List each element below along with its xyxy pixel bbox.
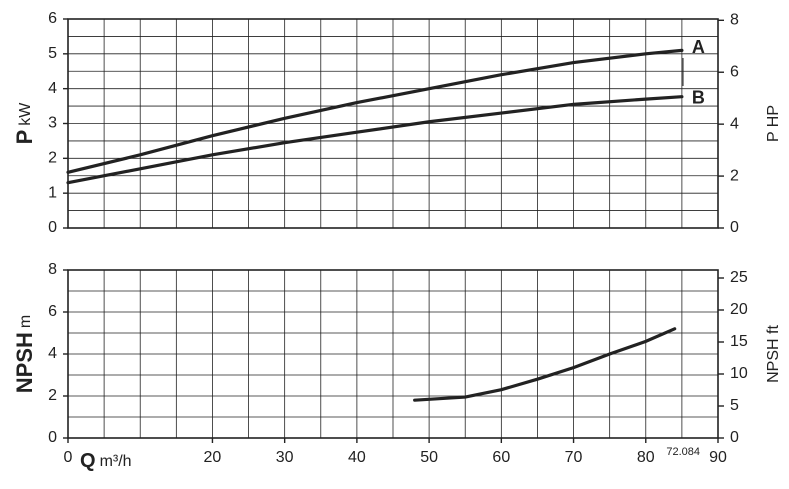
curve	[413, 327, 677, 402]
y2-tick-label: 0	[730, 429, 739, 446]
x-tick-label: 40	[348, 449, 366, 466]
y2-tick-label: 6	[730, 63, 739, 80]
y-tick-label: 6	[48, 303, 57, 320]
y2-tick-label: 10	[730, 365, 748, 382]
x-tick-label: 20	[204, 449, 222, 466]
y2-tick-label: 2	[730, 167, 739, 184]
x-label-unit: m³/h	[100, 453, 132, 470]
series-label: B	[692, 87, 705, 107]
figure-code: 72.084	[666, 446, 700, 458]
y-tick-label: 4	[48, 80, 57, 97]
y2-tick-label: 4	[730, 115, 739, 132]
x-tick-label: 70	[565, 449, 583, 466]
y-label-unit: m	[17, 315, 34, 328]
y2-tick-label: 20	[730, 301, 748, 318]
y-label-unit: kW	[17, 102, 34, 126]
y2-axis-label: P HP	[765, 105, 782, 142]
curve	[66, 48, 684, 174]
y-tick-label: 4	[48, 345, 57, 362]
y-axis-label: NPSH m	[12, 315, 37, 393]
y-label-symbol: P	[12, 130, 37, 145]
y-tick-label: 1	[48, 184, 57, 201]
x-label-symbol: Q	[80, 450, 96, 472]
y-tick-label: 3	[48, 115, 57, 132]
y-tick-label: 8	[48, 261, 57, 278]
y2-tick-label: 8	[730, 12, 739, 29]
y-label-symbol: NPSH	[12, 332, 37, 393]
y-tick-label: 2	[48, 387, 57, 404]
y-tick-label: 0	[48, 219, 57, 236]
y-tick-label: 6	[48, 10, 57, 27]
y-tick-label: 5	[48, 45, 57, 62]
y-tick-label: 2	[48, 150, 57, 167]
y2-tick-label: 25	[730, 269, 748, 286]
x-tick-label: 90	[709, 449, 727, 466]
x-tick-label: 30	[276, 449, 294, 466]
y2-axis-label: NPSH ft	[765, 325, 782, 383]
x-tick-label: 0	[64, 449, 73, 466]
y-axis-label: PkW	[12, 102, 37, 145]
x-tick-label: 60	[492, 449, 510, 466]
x-tick-label: 80	[637, 449, 655, 466]
curve	[66, 95, 684, 185]
y2-tick-label: 0	[730, 219, 739, 236]
y2-tick-label: 15	[730, 333, 748, 350]
series-label: A	[692, 37, 705, 57]
x-tick-label: 50	[420, 449, 438, 466]
y2-tick-label: 5	[730, 397, 739, 414]
y-tick-label: 0	[48, 429, 57, 446]
